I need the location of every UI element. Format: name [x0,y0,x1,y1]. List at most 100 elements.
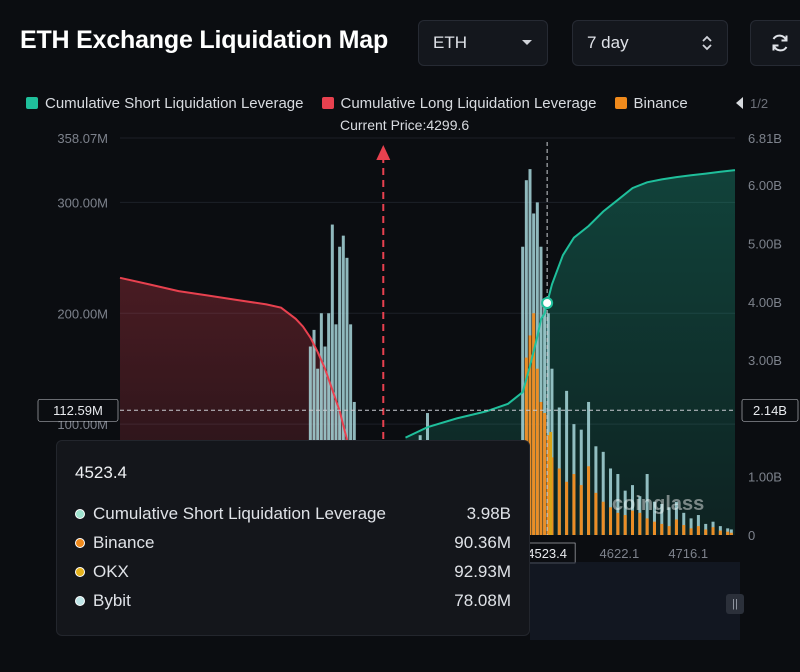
tooltip-value-short: 3.98B [466,503,511,523]
bybit-bar [338,246,342,535]
binance-bar [572,474,576,535]
binance-bar [528,335,532,535]
bybit-bar [312,329,316,535]
bybit-bar [524,180,528,535]
binance-bar [689,528,693,535]
zoom-slider-handle[interactable]: || [726,594,744,614]
bybit-bar [667,507,671,535]
legend-pager: 1/2 [734,92,768,114]
bybit-bar [349,324,353,535]
coinglass-watermark: coinglass [612,493,704,515]
binance-bar [587,466,591,535]
binance-bar [539,401,543,535]
binance-bar [718,530,722,535]
tooltip-row-bybit: Bybit 78.08M [75,586,511,615]
bybit-bar [579,429,583,535]
tooltip-value-binance: 90.36M [454,532,511,552]
y-left-tick-label: 358.07M [57,131,108,146]
binance-bar [631,510,634,535]
legend-swatch-long [321,97,334,109]
chart-tooltip: 4523.4 Cumulative Short Liquidation Leve… [56,440,530,636]
crosshair-left-label: 112.59M [53,403,103,418]
tooltip-dot-short [75,508,85,519]
x-tick-label: 4622.1 [600,546,640,561]
binance-bar [682,525,686,535]
legend-label-binance: Binance [633,94,688,112]
binance-bar [726,531,730,535]
tooltip-row-binance: Binance 90.36M [75,528,511,557]
range-select-value: 7 day [587,33,629,52]
bybit-bar [674,501,678,535]
bybit-bar [594,446,598,535]
tooltip-dot-binance [75,537,85,548]
bybit-bar [345,257,349,535]
binance-bar [660,523,664,535]
legend-label-short: Cumulative Short Liquidation Leverage [45,94,304,112]
binance-bar [667,526,671,535]
binance-bar [645,518,649,535]
y-right-tick-label: 5.00B [748,237,782,252]
y-right-tick-label: 1.00B [748,470,782,485]
legend-label-long: Cumulative Long Liquidation Leverage [340,94,597,112]
binance-bar [696,526,700,535]
binance-bar [711,527,715,535]
current-price-label: Current Price:4299.6 [340,117,469,133]
refresh-button[interactable] [750,20,800,66]
binance-bar [652,521,656,535]
tooltip-value-bybit: 78.08M [454,590,511,610]
grip-icon: || [732,598,738,610]
bybit-bar [330,224,334,535]
zoom-slider-track [530,562,740,640]
y-right-tick-label: 6.00B [748,178,782,193]
tooltip-row-short: Cumulative Short Liquidation Leverage 3.… [75,499,511,528]
bybit-bar [535,202,539,535]
bybit-bar [682,512,686,535]
y-right-tick-label: 4.00B [748,295,782,310]
legend-swatch-short [26,97,38,109]
bybit-bar [689,518,693,535]
binance-bar [729,532,733,535]
bybit-bar [334,324,338,535]
tooltip-name-short: Cumulative Short Liquidation Leverage [93,503,386,523]
binance-bar [557,468,561,535]
tooltip-value-okx: 92.93M [454,561,511,581]
legend-page-indicator: 1/2 [750,95,769,111]
up-down-chevron-icon [702,35,712,51]
y-right-tick-label: 0 [748,528,755,543]
bybit-bar [546,313,550,535]
y-right-tick-label: 6.81B [748,131,782,146]
binance-bar [543,413,547,535]
bybit-bar [652,501,656,535]
bybit-bar [539,246,543,535]
symbol-select[interactable]: ETH [418,20,548,66]
tooltip-name-okx: OKX [93,561,129,581]
y-left-tick-label: 200.00M [57,306,108,321]
bybit-bar [341,235,345,535]
long-line [119,276,385,536]
legend-item-long[interactable]: Cumulative Long Liquidation Leverage [321,94,597,112]
crosshair-right-label: 2.14B [753,403,787,418]
legend-item-binance[interactable]: Binance [614,94,688,112]
binance-bar [674,519,678,535]
refresh-icon [772,34,788,52]
y-left-tick-label: 300.00M [57,195,108,210]
bybit-bar [327,313,331,535]
legend-prev-icon[interactable] [734,96,744,110]
current-price-arrow [376,145,391,160]
range-select[interactable]: 7 day [572,20,728,66]
caret-down-icon [522,40,532,45]
bybit-bar [601,451,605,535]
bybit-bar [565,390,569,535]
binance-bar [565,481,569,535]
binance-bar [616,512,620,535]
tooltip-title: 4523.4 [75,463,127,482]
tooltip-row-okx: OKX 92.93M [75,557,511,586]
bybit-bar [609,468,613,535]
binance-bar [594,492,598,535]
legend-item-short[interactable]: Cumulative Short Liquidation Leverage [26,95,304,112]
tooltip-dot-okx [75,566,85,577]
bybit-bar [645,474,649,535]
bybit-bar [631,485,634,535]
tooltip-name-binance: Binance [93,532,155,552]
binance-bar [601,501,605,535]
